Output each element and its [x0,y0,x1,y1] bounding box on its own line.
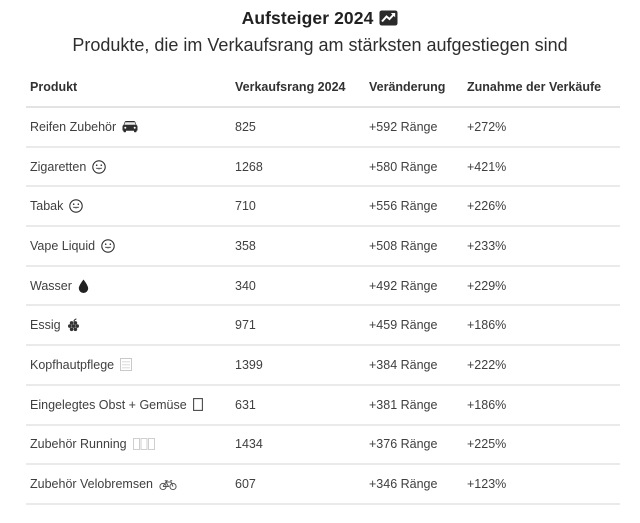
table-header-row: Produkt Verkaufsrang 2024 Veränderung Zu… [26,68,620,108]
veraenderung-value: +508 Ränge [369,238,438,253]
table-row: Zigaretten 1268 +580 Ränge +421% [26,148,620,188]
verkaufsrang-value: 358 [235,238,256,253]
zunahme-value: +272% [467,119,507,134]
table-row: Tabak 710 +556 Ränge +226% [26,187,620,228]
column-header-zunahme: Zunahme der Verkäufe [467,80,602,94]
zunahme-value: +186% [467,397,507,412]
verkaufsrang-value: 1399 [235,357,263,372]
page-subtitle: Produkte, die im Verkaufsrang am stärkst… [72,35,568,55]
verkaufsrang-value: 825 [235,119,256,134]
veraenderung-value: +346 Ränge [369,477,438,492]
veraenderung-value: +381 Ränge [369,397,438,412]
bicycle-icon [159,478,177,491]
product-label: Essig [30,318,61,333]
product-label: Kopfhautpflege [30,357,115,372]
missing-glyphs-icon [132,438,156,451]
verkaufsrang-value: 631 [235,397,256,412]
box-glyph-icon [192,398,203,412]
table-row: Reifen Zubehör 825 +592 Ränge +272% [26,108,620,148]
veraenderung-value: +376 Ränge [369,437,438,452]
table-row: Eingelegtes Obst + Gemüse 631 +381 Ränge… [26,386,620,426]
page-title: Aufsteiger 2024 [241,8,374,28]
zunahme-value: +225% [467,437,507,452]
zunahme-value: +186% [467,318,507,333]
verkaufsrang-value: 340 [235,278,256,293]
veraenderung-value: +459 Ränge [369,318,438,333]
missing-glyph-icon [120,358,133,372]
veraenderung-value: +592 Ränge [369,119,438,134]
column-header-veraenderung: Veränderung [369,80,446,94]
page-title-row: Aufsteiger 2024 [0,6,640,30]
zunahme-value: +233% [467,238,507,253]
chart-increasing-icon [379,10,398,26]
verkaufsrang-value: 710 [235,199,256,214]
zunahme-value: +222% [467,357,507,372]
product-label: Vape Liquid [30,238,96,253]
product-label: Eingelegtes Obst + Gemüse [30,397,187,412]
zunahme-value: +229% [467,278,507,293]
product-label: Tabak [30,199,64,214]
table-row: Wasser 340 +492 Ränge +229% [26,267,620,307]
exhaling-face-icon [92,159,107,174]
verkaufsrang-value: 1434 [235,437,263,452]
product-label: Zigaretten [30,159,87,174]
product-label: Zubehör Running [30,437,127,452]
veraenderung-value: +492 Ränge [369,278,438,293]
aufsteiger-table: Produkt Verkaufsrang 2024 Veränderung Zu… [26,68,620,505]
grapes-icon [67,318,80,332]
table-row: Essig 971 +459 Ränge +186% [26,306,620,347]
veraenderung-value: +556 Ränge [369,199,438,214]
column-header-produkt: Produkt [30,80,78,94]
table-row: Zubehör Running 1434 +376 Ränge +225% [26,426,620,466]
verkaufsrang-value: 971 [235,318,256,333]
zunahme-value: +226% [467,199,507,214]
verkaufsrang-value: 607 [235,477,256,492]
exhaling-face-icon [69,199,84,213]
product-label: Zubehör Velobremsen [30,477,153,492]
product-label: Reifen Zubehör [30,119,117,134]
bottom-whitespace [0,505,640,523]
droplet-icon [78,279,89,293]
table-row: Kopfhautpflege 1399 +384 Ränge +222% [26,346,620,386]
car-icon [122,120,138,133]
zunahme-value: +123% [467,477,507,492]
table-body: Reifen Zubehör 825 +592 Ränge +272% Ziga… [26,108,620,505]
table-row: Vape Liquid 358 +508 Ränge +233% [26,227,620,267]
veraenderung-value: +384 Ränge [369,357,438,372]
zunahme-value: +421% [467,159,507,174]
exhaling-face-icon [101,239,115,253]
column-header-verkaufsrang: Verkaufsrang 2024 [235,80,346,94]
product-label: Wasser [30,278,72,293]
veraenderung-value: +580 Ränge [369,159,438,174]
verkaufsrang-value: 1268 [235,159,263,174]
table-row: Zubehör Velobremsen 607 +346 Ränge +123% [26,465,620,505]
